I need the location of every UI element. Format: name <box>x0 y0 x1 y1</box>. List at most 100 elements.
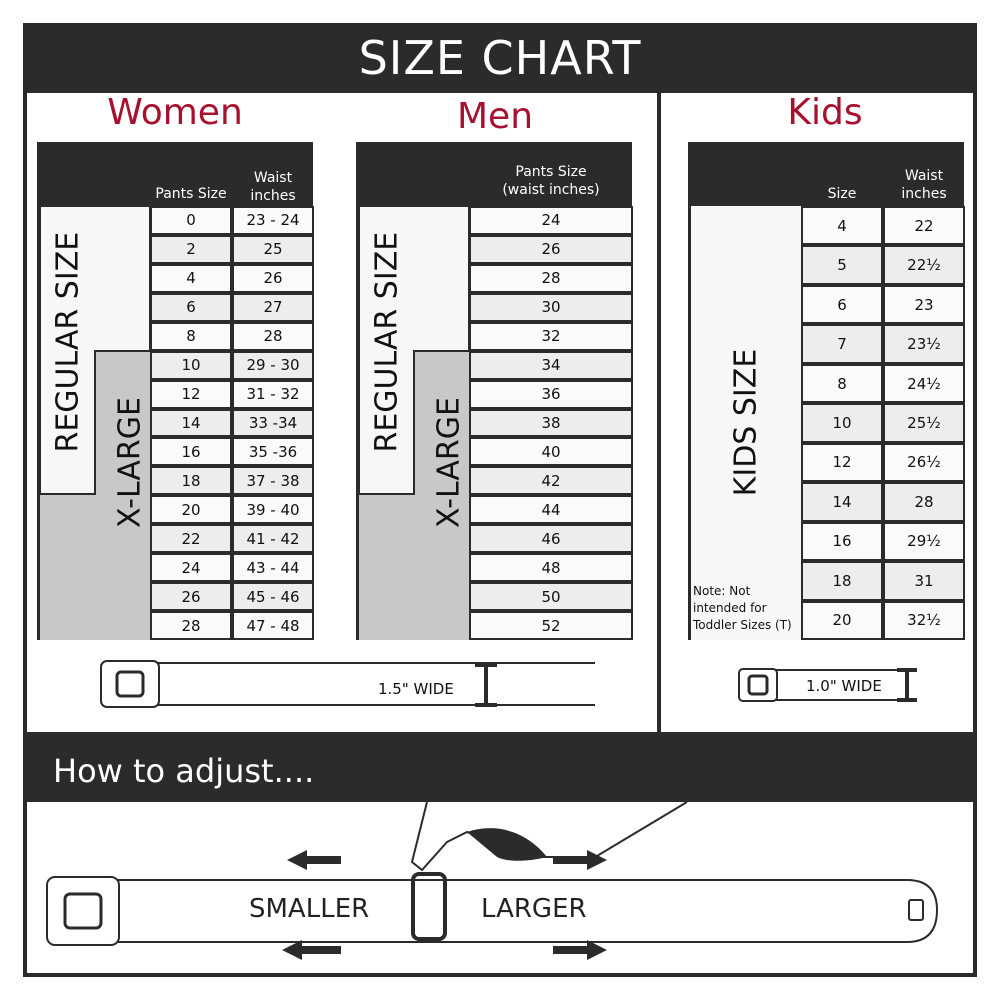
men-size-cell: 26 <box>469 234 633 264</box>
arrow-left-bottom-icon <box>282 940 341 960</box>
kids-size-cell: 6 <box>801 284 883 325</box>
women-waist-cell: 43 - 44 <box>232 553 314 583</box>
men-xlarge-label: X-LARGE <box>431 397 467 528</box>
kids-size-label: KIDS SIZE <box>728 348 764 497</box>
women-belt-width: 1.5" WIDE <box>378 680 454 698</box>
men-size-cell: 34 <box>469 350 633 380</box>
kids-belt-illustration <box>738 668 917 702</box>
women-size-cell: 26 <box>150 582 232 612</box>
women-size-cell: 28 <box>150 611 232 640</box>
men-size-cell: 40 <box>469 437 633 467</box>
men-table: Pants Size (waist inches) REGULAR SIZE X… <box>356 142 633 640</box>
women-size-regions <box>40 206 150 640</box>
women-size-cell: 0 <box>150 206 232 235</box>
kids-table: Size Waist inches KIDS SIZE Note: Not in… <box>688 142 965 640</box>
men-size-cell: 30 <box>469 292 633 322</box>
men-col-size: Pants Size (waist inches) <box>502 164 600 198</box>
kids-size-cell: 16 <box>801 521 883 562</box>
men-size-cell: 44 <box>469 495 633 525</box>
kids-waist-cell: 28 <box>883 482 965 522</box>
women-size-cell: 8 <box>150 321 232 351</box>
women-waist-cell: 26 <box>232 263 314 293</box>
adjust-heading: How to adjust.... <box>23 732 977 802</box>
men-size-cell: 38 <box>469 408 633 438</box>
women-waist-cell: 39 - 40 <box>232 495 314 525</box>
women-waist-cell: 45 - 46 <box>232 582 314 612</box>
kids-col-waist: Waist inches <box>901 168 947 202</box>
page-title: SIZE CHART <box>23 23 977 93</box>
kids-waist-cell: 31 <box>883 561 965 601</box>
women-size-cell: 20 <box>150 495 232 525</box>
kids-size-cell: 18 <box>801 561 883 601</box>
kids-waist-cell: 22 <box>883 206 965 246</box>
kids-waist-cell: 23½ <box>883 324 965 364</box>
larger-label: LARGER <box>481 894 587 924</box>
women-size-cell: 12 <box>150 379 232 409</box>
adjust-illustration <box>46 802 939 960</box>
women-regular-label: REGULAR SIZE <box>50 231 86 453</box>
women-waist-cell: 37 - 38 <box>232 466 314 496</box>
women-waist-cell: 29 - 30 <box>232 350 314 380</box>
kids-size-cell: 12 <box>801 442 883 483</box>
arrow-right-top-icon <box>553 850 607 870</box>
kids-waist-cell: 24½ <box>883 363 965 404</box>
women-waist-cell: 25 <box>232 234 314 264</box>
women-xlarge-label: X-LARGE <box>112 397 148 528</box>
men-heading: Men <box>456 96 534 137</box>
kids-waist-cell: 32½ <box>883 600 965 640</box>
kids-size-cell: 8 <box>801 363 883 404</box>
kids-size-cell: 14 <box>801 482 883 522</box>
women-table: Pants Size Waist inches REGULAR SIZE X-L… <box>37 142 314 640</box>
women-size-cell: 18 <box>150 466 232 496</box>
men-size-cell: 32 <box>469 321 633 351</box>
divider <box>657 93 661 732</box>
women-col-size: Pants Size <box>155 186 227 202</box>
arrow-left-top-icon <box>287 850 341 870</box>
women-size-cell: 4 <box>150 263 232 293</box>
men-size-regions <box>359 206 469 640</box>
women-size-cell: 22 <box>150 524 232 554</box>
men-size-cell: 24 <box>469 206 633 235</box>
kids-waist-cell: 25½ <box>883 403 965 443</box>
kids-waist-cell: 23 <box>883 284 965 325</box>
women-size-cell: 2 <box>150 234 232 264</box>
women-waist-cell: 23 - 24 <box>232 206 314 235</box>
kids-size-cell: 7 <box>801 324 883 364</box>
men-size-cell: 36 <box>469 379 633 409</box>
women-waist-cell: 33 -34 <box>232 408 314 438</box>
women-size-cell: 10 <box>150 350 232 380</box>
women-waist-cell: 27 <box>232 292 314 322</box>
women-belt-illustration <box>100 660 595 708</box>
women-col-waist: Waist inches <box>250 170 296 204</box>
men-size-cell: 52 <box>469 611 633 640</box>
women-waist-cell: 47 - 48 <box>232 611 314 640</box>
kids-size-cell: 4 <box>801 206 883 246</box>
women-size-cell: 24 <box>150 553 232 583</box>
women-waist-cell: 41 - 42 <box>232 524 314 554</box>
men-size-cell: 48 <box>469 553 633 583</box>
kids-col-size: Size <box>827 186 857 202</box>
kids-size-cell: 5 <box>801 245 883 285</box>
women-waist-cell: 31 - 32 <box>232 379 314 409</box>
smaller-label: SMALLER <box>249 894 370 924</box>
men-size-cell: 46 <box>469 524 633 554</box>
women-waist-cell: 35 -36 <box>232 437 314 467</box>
kids-label-area <box>691 206 801 640</box>
kids-belt-width: 1.0" WIDE <box>806 677 882 695</box>
arrow-right-bottom-icon <box>553 940 607 960</box>
women-size-cell: 14 <box>150 408 232 438</box>
kids-size-cell: 10 <box>801 403 883 443</box>
kids-size-cell: 20 <box>801 600 883 640</box>
men-size-cell: 42 <box>469 466 633 496</box>
men-size-cell: 28 <box>469 263 633 293</box>
kids-heading: Kids <box>787 92 863 133</box>
women-size-cell: 16 <box>150 437 232 467</box>
kids-note: Note: Not intended for Toddler Sizes (T) <box>693 584 792 632</box>
women-size-cell: 6 <box>150 292 232 322</box>
men-regular-label: REGULAR SIZE <box>369 231 405 453</box>
men-size-cell: 50 <box>469 582 633 612</box>
kids-waist-cell: 22½ <box>883 245 965 285</box>
kids-waist-cell: 26½ <box>883 442 965 483</box>
kids-waist-cell: 29½ <box>883 521 965 562</box>
women-waist-cell: 28 <box>232 321 314 351</box>
